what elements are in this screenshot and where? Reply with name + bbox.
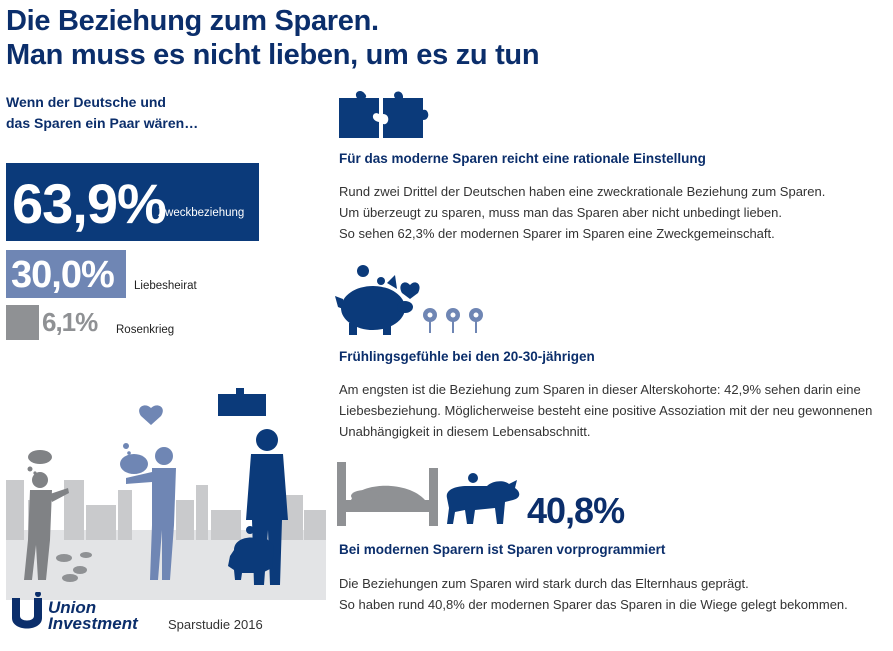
- bar-value-rosenkrieg: 6,1%: [42, 307, 98, 337]
- section-3-heading: Bei modernen Sparern ist Sparen vorprogr…: [339, 542, 666, 557]
- flowers: [423, 308, 483, 333]
- section-3-line: So haben rund 40,8% der modernen Sparer …: [339, 597, 848, 612]
- section-2-body: Am engsten ist die Beziehung zum Sparen …: [339, 379, 872, 442]
- bull-icon: [446, 473, 520, 524]
- brand-line-2: Investment: [48, 614, 138, 633]
- city-couple-illustration: [6, 388, 326, 600]
- bar-rosenkrieg: [6, 305, 39, 340]
- puzzle-icon: [339, 91, 429, 138]
- bar-value: 63,9%: [12, 172, 167, 235]
- navy-figure: [218, 388, 288, 585]
- section-2-line: Am engsten ist die Beziehung zum Sparen …: [339, 382, 861, 397]
- section-2-line: Liebesbeziehung. Möglicherweise besteht …: [339, 403, 873, 418]
- intro-text: Wenn der Deutsche und das Sparen ein Paa…: [6, 92, 198, 134]
- bar-liebesheirat: 30,0%: [6, 250, 126, 298]
- section-1-line: Rund zwei Drittel der Deutschen haben ei…: [339, 184, 826, 199]
- section-2-line: Unabhängigkeit in diesem Lebensabschnitt…: [339, 424, 591, 439]
- title-line-2: Man muss es nicht lieben, um es zu tun: [6, 39, 540, 71]
- section-3-line: Die Beziehungen zum Sparen wird stark du…: [339, 576, 749, 591]
- union-investment-logo-icon: [12, 592, 42, 629]
- bar-label-liebesheirat: Liebesheirat: [134, 280, 197, 292]
- section-1-body: Rund zwei Drittel der Deutschen haben ei…: [339, 181, 825, 244]
- intro-line-1: Wenn der Deutsche und: [6, 94, 166, 110]
- section-1-heading: Für das moderne Sparen reicht eine ratio…: [339, 151, 706, 166]
- blue-figure: [120, 405, 176, 580]
- intro-line-2: das Sparen ein Paar wären…: [6, 115, 199, 131]
- bar-label-rosenkrieg: Rosenkrieg: [116, 324, 175, 336]
- section-1-line: So sehen 62,3% der modernen Sparer im Sp…: [339, 226, 775, 241]
- bed-bull-icon: [337, 462, 520, 526]
- brand-line-1: Union: [48, 598, 97, 617]
- grey-figure: [24, 450, 69, 580]
- section-1-line: Um überzeugt zu sparen, muss man das Spa…: [339, 205, 782, 220]
- study-label: Sparstudie 2016: [168, 617, 263, 632]
- section-2-heading: Frühlingsgefühle bei den 20-30-jährigen: [339, 349, 595, 364]
- bed-bull-stat: 40,8%: [527, 490, 625, 531]
- bar-label: Zweckbeziehung: [158, 207, 245, 219]
- bar-zweckbeziehung: 63,9% Zweckbeziehung: [6, 163, 259, 241]
- page-title: Die Beziehung zum Sparen. Man muss es ni…: [6, 4, 540, 72]
- bed-icon: [337, 462, 438, 526]
- section-3-body: Die Beziehungen zum Sparen wird stark du…: [339, 573, 848, 615]
- piggy-bank-flowers-icon: [335, 265, 483, 335]
- title-line-1: Die Beziehung zum Sparen.: [6, 5, 379, 37]
- bar-value: 30,0%: [11, 254, 115, 296]
